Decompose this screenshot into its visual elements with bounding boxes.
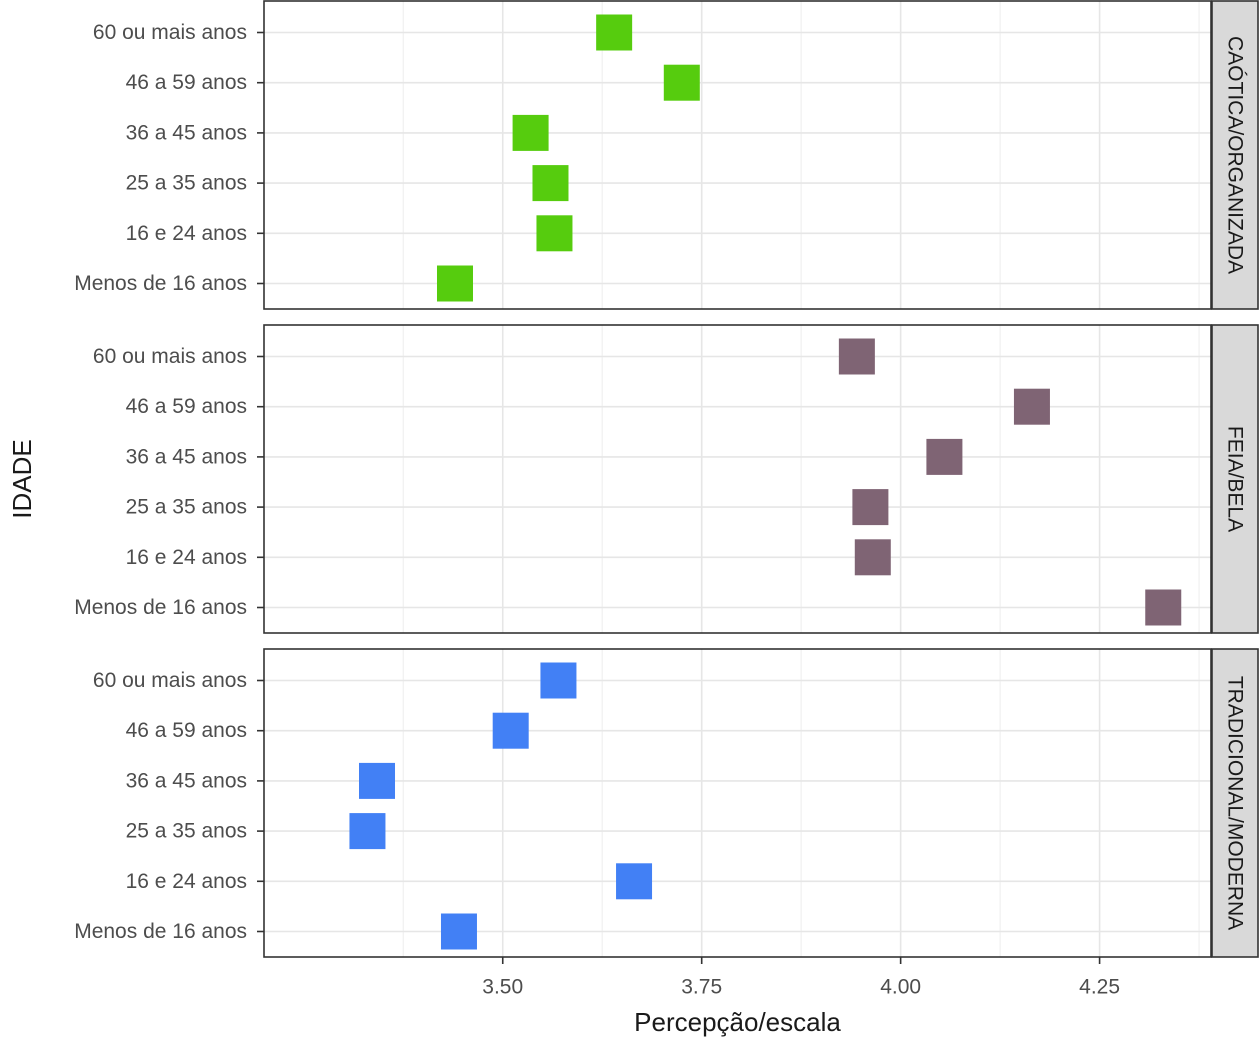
- data-point: [926, 438, 963, 475]
- y-tick-label: 25 a 35 anos: [126, 820, 247, 843]
- data-point: [532, 165, 569, 202]
- x-axis-title: Percepção/escala: [634, 1007, 841, 1037]
- y-tick-label: 16 e 24 anos: [126, 222, 247, 245]
- panel-border: [263, 324, 1212, 634]
- facet-strip: [1211, 648, 1259, 958]
- facet-strip: [1211, 0, 1259, 310]
- y-tick-label: Menos de 16 anos: [74, 596, 247, 619]
- y-tick-label: 60 ou mais anos: [93, 21, 247, 44]
- panel-background: [264, 325, 1211, 633]
- data-point: [359, 762, 396, 799]
- y-tick-label: 60 ou mais anos: [93, 669, 247, 692]
- y-tick-label: 36 a 45 anos: [126, 769, 247, 792]
- facet-strip-label: CAÓTICA/ORGANIZADA: [1224, 36, 1247, 274]
- y-tick-label: 16 e 24 anos: [126, 870, 247, 893]
- x-tick-label: 3.75: [681, 976, 722, 999]
- y-tick-label: 60 ou mais anos: [93, 345, 247, 368]
- y-tick-label: 46 a 59 anos: [126, 719, 247, 742]
- panel-background: [264, 1, 1211, 309]
- data-point: [492, 712, 529, 749]
- y-tick-label: Menos de 16 anos: [74, 920, 247, 943]
- data-point: [1145, 589, 1182, 626]
- facet-strip-label: TRADICIONAL/MODERNA: [1224, 676, 1247, 930]
- y-tick-label: Menos de 16 anos: [74, 272, 247, 295]
- x-tick-label: 3.50: [482, 976, 523, 999]
- data-point: [616, 863, 653, 900]
- x-tick-label: 4.00: [880, 976, 921, 999]
- data-point: [854, 539, 891, 576]
- y-tick-label: 46 a 59 anos: [126, 71, 247, 94]
- facet-strip-label: FEIA/BELA: [1224, 426, 1247, 532]
- data-point: [838, 338, 875, 375]
- data-point: [852, 489, 889, 526]
- data-point: [540, 662, 577, 699]
- y-axis-title: IDADE: [7, 439, 37, 518]
- facet-strip: [1211, 324, 1259, 634]
- data-point: [536, 215, 573, 252]
- data-point: [663, 64, 700, 101]
- x-tick-label: 4.25: [1079, 976, 1120, 999]
- y-tick-label: 25 a 35 anos: [126, 172, 247, 195]
- panel-border: [263, 0, 1212, 310]
- data-point: [440, 913, 477, 950]
- y-tick-label: 36 a 45 anos: [126, 445, 247, 468]
- y-tick-label: 46 a 59 anos: [126, 395, 247, 418]
- panel-border: [263, 648, 1212, 958]
- data-point: [1013, 388, 1050, 425]
- y-tick-label: 36 a 45 anos: [126, 121, 247, 144]
- data-point: [436, 265, 473, 302]
- data-point: [349, 813, 386, 850]
- y-tick-label: 16 e 24 anos: [126, 546, 247, 569]
- y-tick-label: 25 a 35 anos: [126, 496, 247, 519]
- data-point: [596, 14, 633, 51]
- data-point: [512, 114, 549, 151]
- panel-background: [264, 649, 1211, 957]
